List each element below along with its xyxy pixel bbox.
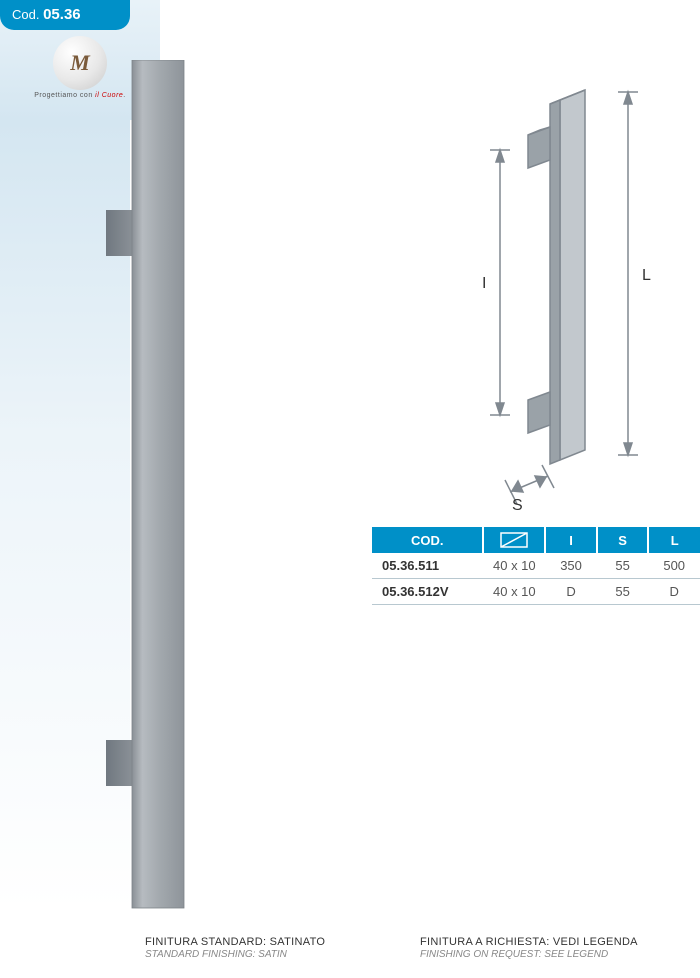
footer-right: FINITURA A RICHIESTA: VEDI LEGENDA FINIS… [420,936,695,960]
col-header-s: S [597,527,649,553]
col-header-l: L [648,527,700,553]
code-value: 05.36 [43,6,81,23]
dim-label-i: I [482,275,486,292]
cell-s: 55 [597,553,649,579]
dim-label-s: S [512,497,523,510]
code-prefix: Cod. [12,7,39,22]
cell-cod: 05.36.511 [372,553,483,579]
col-header-i: I [545,527,597,553]
cell-s: 55 [597,579,649,605]
footer-notes: FINITURA STANDARD: SATINATO STANDARD FIN… [145,936,695,960]
cell-i: D [545,579,597,605]
dim-label-l: L [642,267,651,284]
tagline-pre: Progettiamo con [34,92,95,99]
col-header-section-icon [483,527,545,553]
footer-left: FINITURA STANDARD: SATINATO STANDARD FIN… [145,936,420,960]
product-photo [88,60,218,910]
footer-left-it: FINITURA STANDARD: SATINATO [145,936,420,948]
cell-i: 350 [545,553,597,579]
table-row: 05.36.512V 40 x 10 D 55 D [372,579,700,605]
footer-right-it: FINITURA A RICHIESTA: VEDI LEGENDA [420,936,695,948]
spec-table: COD. I S L 05.36.511 40 x 10 350 55 500 … [372,527,700,605]
cell-sec: 40 x 10 [483,553,545,579]
cell-l: 500 [648,553,700,579]
product-code-tab: Cod. 05.36 [0,0,130,30]
table-header-row: COD. I S L [372,527,700,553]
cell-sec: 40 x 10 [483,579,545,605]
brand-logo-letter: M [70,50,90,76]
footer-right-en: FINISHING ON REQUEST: SEE LEGEND [420,949,695,960]
footer-left-en: STANDARD FINISHING: SATIN [145,949,420,960]
cell-cod: 05.36.512V [372,579,483,605]
cell-l: D [648,579,700,605]
table-row: 05.36.511 40 x 10 350 55 500 [372,553,700,579]
dimension-diagram: I L S [400,80,690,510]
col-header-cod: COD. [372,527,483,553]
